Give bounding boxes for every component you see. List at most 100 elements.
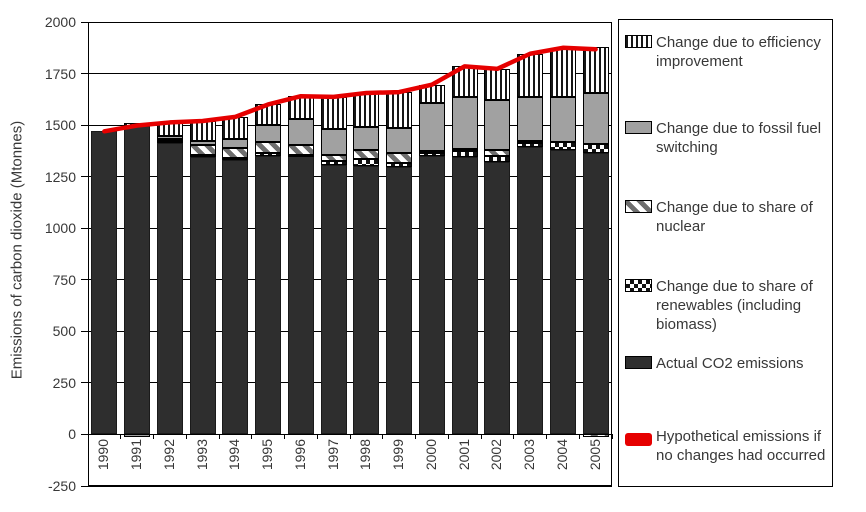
- bar-segment: [255, 155, 282, 435]
- x-tick: [185, 434, 187, 440]
- gridline-1250: [88, 176, 612, 178]
- bar-segment: [320, 154, 347, 162]
- bar-segment: [189, 140, 216, 146]
- legend-item: Change due to fossil fuel switching: [619, 119, 832, 179]
- legend-item: Change due to share of nuclear: [619, 198, 832, 258]
- y-tick-2000: [81, 21, 88, 23]
- y-tick--250: [81, 485, 88, 487]
- y-tick-label-0: 0: [68, 426, 76, 443]
- hypothetical-emissions-line: [102, 45, 598, 134]
- bar-segment: [255, 142, 282, 153]
- bar-segment: [517, 146, 544, 435]
- legend: Change due to efficiency improvement Chan…: [618, 19, 833, 487]
- bar-segment: [255, 125, 282, 143]
- bar-segment: [320, 161, 347, 166]
- bar-segment: [222, 139, 249, 148]
- y-tick-label-500: 500: [52, 323, 76, 340]
- gridline-750: [88, 279, 612, 281]
- y-tick-1000: [81, 227, 88, 229]
- legend-label: Hypothetical emissions if no changes had…: [656, 428, 826, 464]
- bar-segment: [255, 152, 282, 156]
- x-tick: [120, 434, 122, 440]
- bar-segment: [222, 147, 249, 158]
- bar-segment: [287, 118, 314, 146]
- legend-label: Change due to fossil fuel switching: [656, 120, 822, 156]
- legend-item: Change due to share of renewables (inclu…: [619, 277, 832, 337]
- bar-segment: [418, 156, 445, 435]
- gridline-1500: [88, 124, 612, 126]
- y-tick-label-750: 750: [52, 271, 76, 288]
- x-tick: [546, 434, 547, 440]
- bar-segment: [484, 162, 511, 435]
- bar-segment: [484, 156, 511, 163]
- bar-segment: [353, 126, 380, 150]
- y-tick-750: [81, 279, 88, 281]
- y-tick-label-250: 250: [52, 374, 76, 391]
- bar-segment: [418, 103, 445, 151]
- y-tick-label-1250: 1250: [44, 168, 76, 185]
- legend-line-swatch: [625, 433, 652, 446]
- y-tick-1250: [81, 176, 88, 178]
- y-tick-label-1750: 1750: [44, 65, 76, 82]
- bar-segment: [484, 99, 511, 151]
- y-tick-250: [81, 382, 88, 384]
- gridline-1750: [88, 73, 612, 75]
- x-tick: [349, 434, 351, 440]
- bar-segment: [353, 158, 380, 166]
- y-tick-label--250: -250: [47, 478, 76, 494]
- bar-segment: [156, 136, 183, 139]
- bar-segment: [320, 128, 347, 155]
- bar-segment: [222, 157, 249, 161]
- x-tick: [611, 434, 613, 440]
- y-tick-label-1000: 1000: [44, 220, 76, 237]
- x-tick: [578, 434, 580, 440]
- bar-segment: [353, 165, 380, 435]
- x-tick: [513, 434, 515, 440]
- bar-segment: [386, 128, 413, 154]
- x-tick: [447, 434, 449, 440]
- y-tick-label-1500: 1500: [44, 117, 76, 134]
- bar-segment: [287, 154, 314, 157]
- y-tick-label-2000: 2000: [44, 14, 76, 30]
- bar-segment: [418, 150, 445, 153]
- bar-segment: [451, 150, 478, 158]
- y-tick-500: [81, 330, 88, 332]
- bar-segment: [222, 160, 249, 435]
- y-axis-title: Emissions of carbon dioxide (Mtonnes): [8, 120, 26, 380]
- y-tick-0: [81, 433, 88, 435]
- bar-segment: [517, 97, 544, 142]
- bar-segment: [582, 434, 609, 437]
- bar-segment: [549, 149, 576, 435]
- gridline-500: [88, 330, 612, 332]
- bar-segment: [549, 97, 576, 142]
- y-tick-1750: [81, 73, 88, 75]
- bar-segment: [189, 155, 216, 158]
- legend-swatch-checker: [625, 279, 652, 292]
- bar-segment: [517, 53, 544, 98]
- bar-segment: [353, 92, 380, 127]
- legend-swatch-vstripes: [625, 35, 652, 48]
- x-tick: [316, 434, 318, 440]
- gridline-1000: [88, 227, 612, 229]
- legend-item: Hypothetical emissions if no changes had…: [619, 427, 832, 487]
- bar-segment: [156, 142, 183, 435]
- bar-segment: [320, 165, 347, 435]
- bar-segment: [517, 141, 544, 144]
- bar-segment: [582, 93, 609, 145]
- bar-segment: [582, 152, 609, 435]
- y-tick-1500: [81, 124, 88, 126]
- bar-segment: [287, 155, 314, 435]
- bar-segment: [549, 141, 576, 150]
- x-tick: [382, 434, 384, 440]
- bar-segment: [451, 157, 478, 435]
- bar-segment: [156, 138, 183, 141]
- bar-segment: [386, 163, 413, 168]
- legend-label: Actual CO2 emissions: [656, 355, 804, 372]
- legend-item: Change due to efficiency improvement: [619, 33, 832, 93]
- bar-segment: [451, 97, 478, 149]
- bar-segment: [582, 144, 609, 153]
- x-tick: [415, 434, 416, 440]
- legend-label: Change due to share of renewables (inclu…: [656, 278, 813, 333]
- bar-segment: [124, 434, 151, 437]
